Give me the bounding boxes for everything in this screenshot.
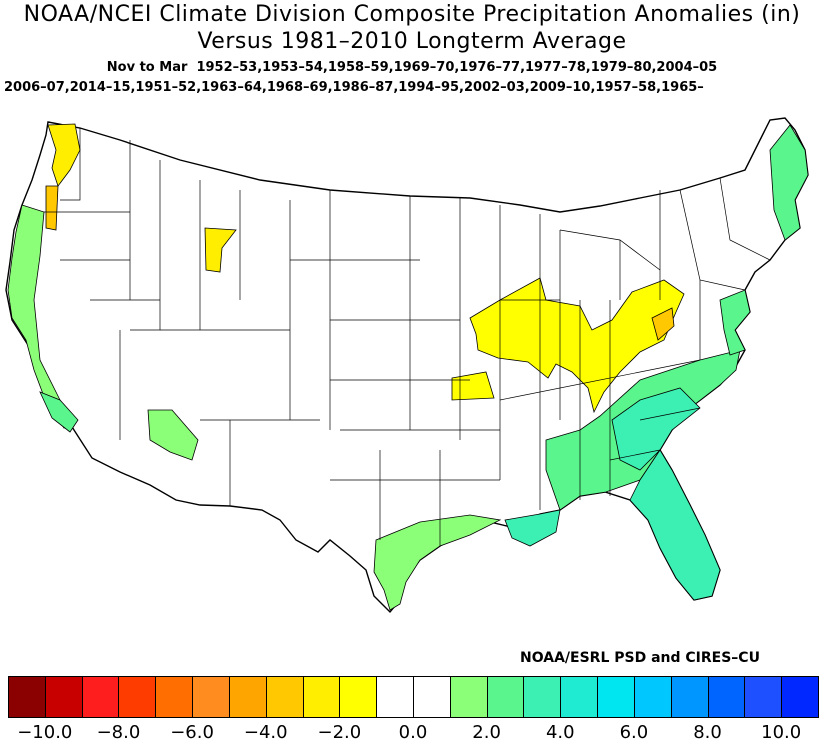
colorbar-box — [633, 676, 672, 718]
years-list-1: 1952–53,1953–54,1958–59,1969–70,1976–77,… — [196, 60, 718, 75]
colorbar-box — [597, 676, 635, 718]
map-title: NOAA/NCEI Climate Division Composite Pre… — [23, 2, 801, 27]
colorbar-box — [155, 676, 194, 718]
colorbar-box — [81, 676, 120, 718]
colorbar-box — [228, 676, 267, 718]
map-subtitle: Versus 1981–2010 Longterm Average — [197, 29, 627, 54]
colorbar-box — [707, 676, 746, 718]
colorbar-box — [339, 676, 378, 718]
colorbar-box — [118, 676, 157, 718]
idaho-dry-region — [204, 227, 237, 273]
southern-california-wet-region — [39, 391, 79, 433]
colorbar-tick-label: 8.0 — [693, 722, 722, 743]
colorbar-box — [265, 676, 304, 718]
colorbar-tick-label: 10.0 — [761, 722, 802, 743]
colorbar-ticks: −10.0 −8.0 −6.0 −4.0 −2.0 0.0 2.0 4.0 6.0 8.0 10.0 — [0, 722, 824, 744]
washington-dry-region — [47, 123, 81, 187]
colorbar-box — [376, 676, 414, 718]
colorbar-box — [744, 676, 783, 718]
colorbar-box — [523, 676, 562, 718]
colorbar — [8, 676, 819, 718]
colorbar-box — [302, 676, 341, 718]
colorbar-box — [413, 676, 451, 718]
colorbar-tick-label: −8.0 — [96, 722, 141, 743]
years-line-1: Nov to Mar 1952–53,1953–54,1958–59,1969–… — [0, 60, 824, 75]
colorbar-box — [670, 676, 709, 718]
colorbar-box — [486, 676, 525, 718]
season-label: Nov to Mar — [106, 60, 188, 75]
colorbar-tick-label: −6.0 — [170, 722, 214, 743]
us-climate-division-map — [5, 117, 809, 614]
colorbar-tick-label: −10.0 — [17, 722, 73, 743]
division-boundaries — [44, 128, 771, 546]
colorbar-tick-label: 0.0 — [398, 722, 428, 743]
data-credit: NOAA/ESRL PSD and CIRES–CU — [520, 650, 760, 666]
colorbar-box — [192, 676, 230, 718]
arizona-wet-region — [147, 409, 199, 461]
west-virginia-dry-region — [651, 307, 675, 341]
new-england-wet-region — [769, 124, 809, 241]
colorbar-tick-label: 2.0 — [472, 722, 501, 743]
colorbar-box — [449, 676, 488, 718]
colorbar-tick-label: 4.0 — [545, 722, 575, 743]
florida-wet-region — [629, 449, 721, 601]
colorbar-tick-label: −2.0 — [317, 722, 362, 743]
colorbar-box — [781, 676, 819, 718]
wet-anomaly-regions — [7, 124, 809, 611]
colorbar-box — [44, 676, 83, 718]
texas-gulf-wet-region — [373, 514, 502, 611]
mid-atlantic-wet-region — [719, 289, 751, 356]
oregon-coast-dry-region — [45, 185, 59, 231]
carolinas-wet-region — [611, 387, 701, 471]
missouri-dry-region — [451, 371, 495, 401]
colorbar-tick-label: −4.0 — [243, 722, 288, 743]
years-line-2: 2006–07,2014–15,1951–52,1963–64,1968–69,… — [4, 80, 704, 95]
colorbar-tick-label: 6.0 — [619, 722, 649, 743]
louisiana-wet-region — [504, 509, 561, 547]
colorbar-box — [8, 676, 46, 718]
colorbar-box — [560, 676, 599, 718]
